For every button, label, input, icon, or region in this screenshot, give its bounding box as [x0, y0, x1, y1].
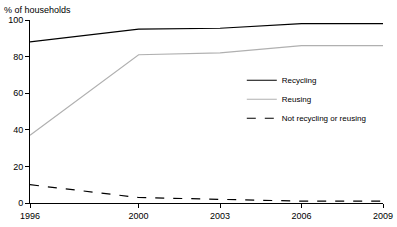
svg-text:60: 60: [13, 88, 23, 98]
svg-text:0: 0: [18, 198, 23, 208]
svg-text:40: 40: [13, 125, 23, 135]
svg-text:2009: 2009: [373, 211, 393, 221]
svg-text:1996: 1996: [20, 211, 40, 221]
svg-text:Recycling: Recycling: [282, 76, 317, 85]
svg-text:2000: 2000: [129, 211, 149, 221]
svg-text:Reusing: Reusing: [282, 95, 311, 104]
svg-text:80: 80: [13, 52, 23, 62]
svg-text:100: 100: [8, 15, 23, 25]
svg-text:20: 20: [13, 162, 23, 172]
svg-text:2006: 2006: [292, 211, 312, 221]
svg-text:% of households: % of households: [4, 5, 71, 15]
svg-text:2003: 2003: [210, 211, 230, 221]
svg-text:Not recycling or reusing: Not recycling or reusing: [282, 114, 366, 123]
